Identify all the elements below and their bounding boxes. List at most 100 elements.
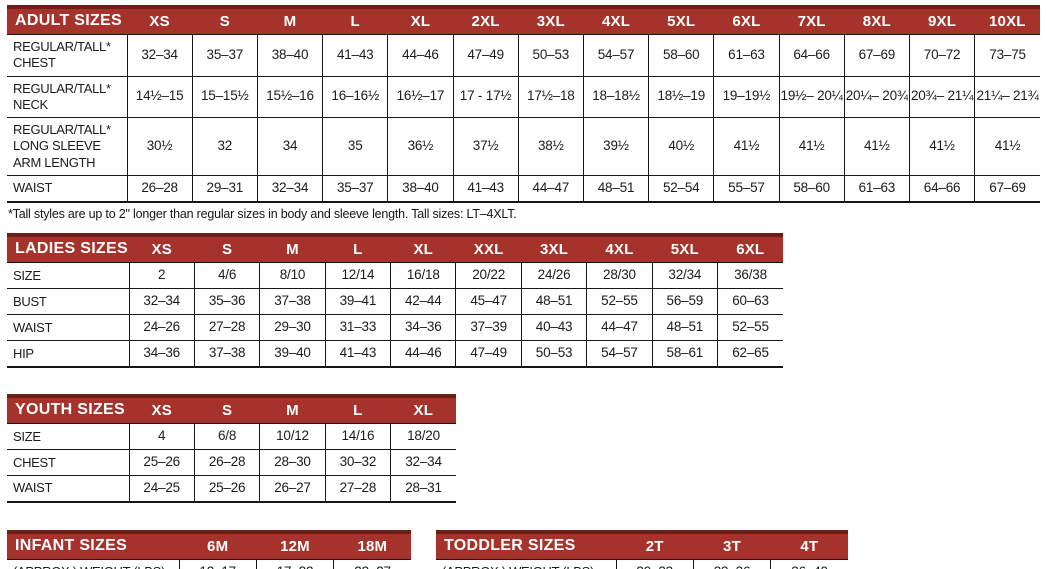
column-header: L bbox=[325, 394, 391, 424]
size-value-cell: 35 bbox=[322, 117, 388, 176]
column-header: 2XL bbox=[453, 5, 519, 35]
size-value-cell: 12/14 bbox=[324, 262, 391, 289]
size-value-cell: 38½ bbox=[517, 117, 584, 176]
size-value-cell: 8/10 bbox=[259, 262, 326, 289]
size-value-cell: 37–38 bbox=[259, 288, 326, 315]
column-header: 2T bbox=[616, 530, 694, 560]
size-value-cell: 70–72 bbox=[908, 34, 975, 76]
size-value-cell: 6/8 bbox=[193, 423, 260, 450]
size-value-cell: 54–57 bbox=[586, 340, 653, 369]
table-title: LADIES SIZES bbox=[7, 233, 129, 263]
size-value-cell: 36½ bbox=[387, 117, 454, 176]
size-value-cell: 27–28 bbox=[324, 475, 391, 504]
column-header: M bbox=[259, 233, 326, 263]
adult-sizes-table: ADULT SIZES XS S M L XL 2XL 3XL 4XL 5XL 6XL 7XL 8XL 9… bbox=[7, 5, 1040, 204]
size-value-cell: 41–43 bbox=[452, 174, 519, 204]
column-header: 8XL bbox=[844, 5, 910, 35]
size-value-cell: 27–28 bbox=[193, 314, 260, 341]
row-label: WAIST bbox=[7, 314, 129, 341]
size-value-cell: 26–27 bbox=[259, 475, 326, 504]
size-value-cell: 34–36 bbox=[128, 340, 195, 369]
size-value-cell: 17½–18 bbox=[517, 75, 584, 118]
size-value-cell: 26–28 bbox=[126, 174, 193, 204]
size-value-cell: 44–46 bbox=[390, 340, 456, 369]
size-value-cell: 41½ bbox=[843, 117, 910, 176]
size-value-cell: 60–63 bbox=[717, 288, 783, 315]
size-value-cell: 47–49 bbox=[452, 34, 519, 76]
size-value-cell: 24–26 bbox=[128, 314, 195, 341]
size-value-cell: 37½ bbox=[452, 117, 519, 176]
column-header: 7XL bbox=[779, 5, 845, 35]
size-value-cell: 32/34 bbox=[651, 262, 718, 289]
size-value-cell: 35–37 bbox=[191, 34, 258, 76]
size-value-cell: 32–34 bbox=[126, 34, 193, 76]
table-row: WAIST 26–28 29–31 32–34 35–37 38–40 41–43 44–47… bbox=[7, 174, 1040, 204]
size-value-cell: 32–34 bbox=[128, 288, 195, 315]
column-header: M bbox=[259, 394, 326, 424]
size-value-cell: 52–54 bbox=[648, 174, 714, 204]
column-header: XS bbox=[129, 233, 195, 263]
size-value-cell: 14½–15 bbox=[126, 75, 193, 118]
size-value-cell: 44–47 bbox=[586, 314, 653, 341]
size-value-cell: 21¼– 21¾ bbox=[974, 75, 1040, 118]
size-value-cell: 34–36 bbox=[390, 314, 456, 341]
size-value-cell: 29–33 bbox=[615, 559, 694, 569]
size-value-cell: 2 bbox=[128, 262, 195, 289]
size-value-cell: 15½–16 bbox=[256, 75, 323, 118]
size-value-cell: 19½– 20¼ bbox=[778, 75, 845, 118]
column-header: 3XL bbox=[518, 5, 584, 35]
size-value-cell: 32 bbox=[191, 117, 258, 176]
size-value-cell: 44–47 bbox=[517, 174, 584, 204]
size-value-cell: 28–30 bbox=[259, 449, 326, 476]
size-value-cell: 18/20 bbox=[390, 423, 456, 450]
size-value-cell: 4/6 bbox=[193, 262, 260, 289]
size-value-cell: 28/30 bbox=[586, 262, 653, 289]
size-value-cell: 39–41 bbox=[324, 288, 391, 315]
ladies-sizes-table: LADIES SIZES XS S M L XL XXL 3XL 4XL 5XL 6XL SIZE 2 4… bbox=[7, 233, 783, 369]
size-value-cell: 58–60 bbox=[648, 34, 714, 76]
size-value-cell: 62–65 bbox=[717, 340, 783, 369]
size-value-cell: 39½ bbox=[582, 117, 649, 176]
size-value-cell: 64–66 bbox=[908, 174, 975, 204]
row-label: CHEST bbox=[7, 449, 129, 476]
size-value-cell: 61–63 bbox=[843, 174, 910, 204]
column-header: S bbox=[192, 5, 258, 35]
size-value-cell: 61–63 bbox=[713, 34, 780, 76]
table-row: HIP 34–36 37–38 39–40 41–43 44–46 47–49 50–53 54… bbox=[7, 340, 783, 369]
size-value-cell: 25–26 bbox=[193, 475, 260, 504]
size-value-cell: 17–22 bbox=[255, 559, 334, 569]
column-header: 6XL bbox=[713, 5, 780, 35]
size-value-cell: 34 bbox=[256, 117, 323, 176]
size-value-cell: 22–27 bbox=[333, 559, 411, 569]
row-label: WAIST bbox=[7, 475, 129, 504]
size-value-cell: 44–46 bbox=[387, 34, 454, 76]
table-row: CHEST 25–26 26–28 28–30 30–32 32–34 bbox=[7, 449, 456, 476]
size-value-cell: 37–38 bbox=[193, 340, 260, 369]
column-header: XXL bbox=[455, 233, 522, 263]
table-title: TODDLER SIZES bbox=[436, 530, 616, 560]
size-value-cell: 67–69 bbox=[843, 34, 910, 76]
size-value-cell: 58–60 bbox=[778, 174, 845, 204]
table-row: REGULAR/TALL* NECK 14½–15 15–15½ 15½–16 16–1… bbox=[7, 75, 1040, 118]
size-value-cell: 42–44 bbox=[390, 288, 456, 315]
row-label: BUST bbox=[7, 288, 129, 315]
table-title: INFANT SIZES bbox=[7, 530, 179, 560]
tall-sizes-footnote: *Tall styles are up to 2" longer than re… bbox=[8, 207, 517, 222]
row-label: REGULAR/TALL* LONG SLEEVE ARM LENGTH bbox=[7, 117, 127, 176]
size-value-cell: 47–49 bbox=[455, 340, 522, 369]
table-row: SIZE 2 4/6 8/10 12/14 16/18 20/22 24/26 28/30 32/… bbox=[7, 262, 783, 289]
row-label: (APPROX.) WEIGHT (LBS) bbox=[7, 559, 179, 569]
size-value-cell: 30½ bbox=[126, 117, 193, 176]
row-label: WAIST bbox=[7, 174, 127, 204]
row-label: HIP bbox=[7, 340, 129, 369]
column-header: S bbox=[194, 394, 260, 424]
table-title: ADULT SIZES bbox=[7, 5, 127, 35]
table-header-row: YOUTH SIZES XS S M L XL bbox=[7, 394, 456, 424]
size-value-cell: 48–51 bbox=[582, 174, 649, 204]
size-value-cell: 55–57 bbox=[713, 174, 780, 204]
size-value-cell: 40½ bbox=[648, 117, 714, 176]
table-row: REGULAR/TALL* CHEST 32–34 35–37 38–40 41–43 4… bbox=[7, 34, 1040, 76]
youth-sizes-table: YOUTH SIZES XS S M L XL SIZE 4 6/8 10/12 14/16 18/2… bbox=[7, 394, 456, 504]
